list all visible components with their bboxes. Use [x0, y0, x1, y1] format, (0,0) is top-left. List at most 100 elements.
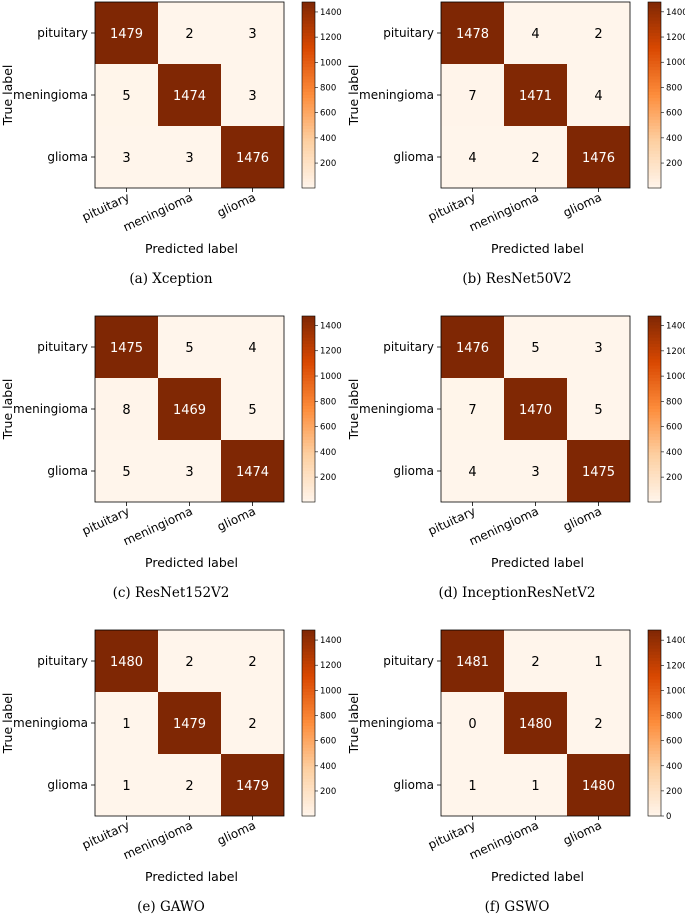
cell-value-label: 1476 [456, 341, 489, 356]
colorbar-segment [302, 723, 315, 727]
colorbar-segment [302, 775, 315, 780]
matrix-cell [441, 2, 504, 64]
matrix-cell [567, 754, 630, 816]
x-axis-label: Predicted label [145, 555, 238, 570]
colorbar-segment [648, 486, 661, 491]
colorbar-segment [302, 670, 315, 674]
colorbar-tick-label: 800 [666, 83, 682, 93]
colorbar-segment [302, 172, 315, 177]
cell-value-label: 1471 [519, 89, 552, 104]
colorbar-segment [302, 163, 315, 167]
cell-value-label: 3 [531, 465, 539, 480]
colorbar-segment [648, 415, 661, 419]
matrix-cell [221, 630, 284, 692]
matrix-cell [504, 378, 567, 440]
matrix-cell [221, 2, 284, 64]
colorbar-segment [648, 630, 661, 634]
colorbar-segment [302, 464, 315, 469]
matrix-cell [158, 316, 221, 378]
colorbar-segment [648, 421, 661, 426]
colorbar-segment [648, 744, 661, 749]
colorbar-segment [648, 433, 661, 438]
colorbar-segment [302, 471, 315, 475]
colorbar-segment [648, 766, 661, 771]
x-tick-label: meningioma [467, 190, 541, 234]
y-tick-label: pituitary [383, 654, 434, 668]
colorbar-segment [302, 362, 315, 367]
colorbar-segment [648, 126, 661, 130]
colorbar-tick-label: 1400 [666, 8, 685, 18]
colorbar-segment [302, 492, 315, 497]
colorbar-segment [302, 436, 315, 441]
colorbar-segment [648, 356, 661, 360]
cell-value-label: 1479 [110, 27, 143, 42]
colorbar-segment [302, 110, 315, 115]
colorbar-tick-label: 1400 [320, 636, 342, 646]
matrix-cell [95, 2, 158, 64]
y-tick-label: meningioma [13, 88, 88, 102]
colorbar-segment [302, 175, 315, 180]
colorbar-tick-label: 200 [666, 787, 682, 797]
cell-value-label: 2 [594, 27, 602, 42]
colorbar-tick-label: 1200 [320, 347, 342, 357]
colorbar-segment [648, 82, 661, 87]
colorbar-segment [648, 160, 661, 164]
x-tick-label: pituitary [80, 190, 132, 224]
panel-caption: (d) InceptionResNetV2 [439, 585, 596, 601]
x-axis-label: Predicted label [491, 241, 584, 256]
colorbar-segment [302, 29, 315, 34]
colorbar-segment [302, 381, 315, 385]
colorbar-segment [302, 772, 315, 777]
colorbar-tick-label: 400 [666, 762, 682, 772]
y-tick-label: pituitary [37, 26, 88, 40]
matrix-cell [221, 64, 284, 126]
matrix-cell [441, 754, 504, 816]
colorbar-segment [648, 654, 661, 659]
colorbar-segment [648, 726, 661, 730]
colorbar-segment [302, 166, 315, 170]
matrix-cell [567, 630, 630, 692]
y-tick-label: pituitary [383, 340, 434, 354]
colorbar-segment [648, 676, 661, 681]
colorbar-segment [302, 800, 315, 805]
colorbar-segment [648, 661, 661, 665]
matrix-cell [504, 630, 567, 692]
colorbar-segment [648, 430, 661, 435]
colorbar-segment [648, 701, 661, 705]
colorbar-segment [302, 642, 315, 647]
colorbar-segment [648, 169, 661, 174]
colorbar-segment [648, 8, 661, 12]
colorbar-tick-label: 800 [320, 397, 336, 407]
y-tick-label: glioma [47, 464, 88, 478]
y-tick-label: meningioma [359, 402, 434, 416]
colorbar-segment [648, 458, 661, 463]
colorbar-segment [302, 39, 315, 43]
colorbar-segment [648, 175, 661, 180]
colorbar-tick-label: 1000 [320, 686, 342, 696]
colorbar-segment [302, 91, 315, 96]
colorbar-segment [648, 104, 661, 108]
colorbar-segment [648, 692, 661, 696]
colorbar-tick-label: 200 [320, 787, 336, 797]
confusion-matrix-panel-6: 1481 2 10 1480 21 1 1480pituitarymeningiomagli… [346, 629, 685, 915]
colorbar-segment [648, 26, 661, 31]
cell-value-label: 1 [531, 779, 539, 794]
y-tick-label: glioma [393, 778, 434, 792]
colorbar-segment [302, 325, 315, 329]
cell-value-label: 1481 [456, 655, 489, 670]
matrix-cell [441, 378, 504, 440]
colorbar-segment [648, 794, 661, 798]
colorbar-segment [648, 446, 661, 450]
colorbar-segment [648, 33, 661, 37]
colorbar-segment [302, 36, 315, 40]
matrix-cell [158, 440, 221, 502]
colorbar-segment [648, 11, 661, 15]
colorbar-segment [648, 405, 661, 410]
colorbar-segment [302, 461, 315, 466]
colorbar-segment [302, 645, 315, 650]
colorbar-segment [648, 150, 661, 155]
colorbar-segment [648, 157, 661, 161]
colorbar-segment [302, 54, 315, 59]
cell-value-label: 1 [468, 779, 476, 794]
colorbar-segment [648, 48, 661, 53]
